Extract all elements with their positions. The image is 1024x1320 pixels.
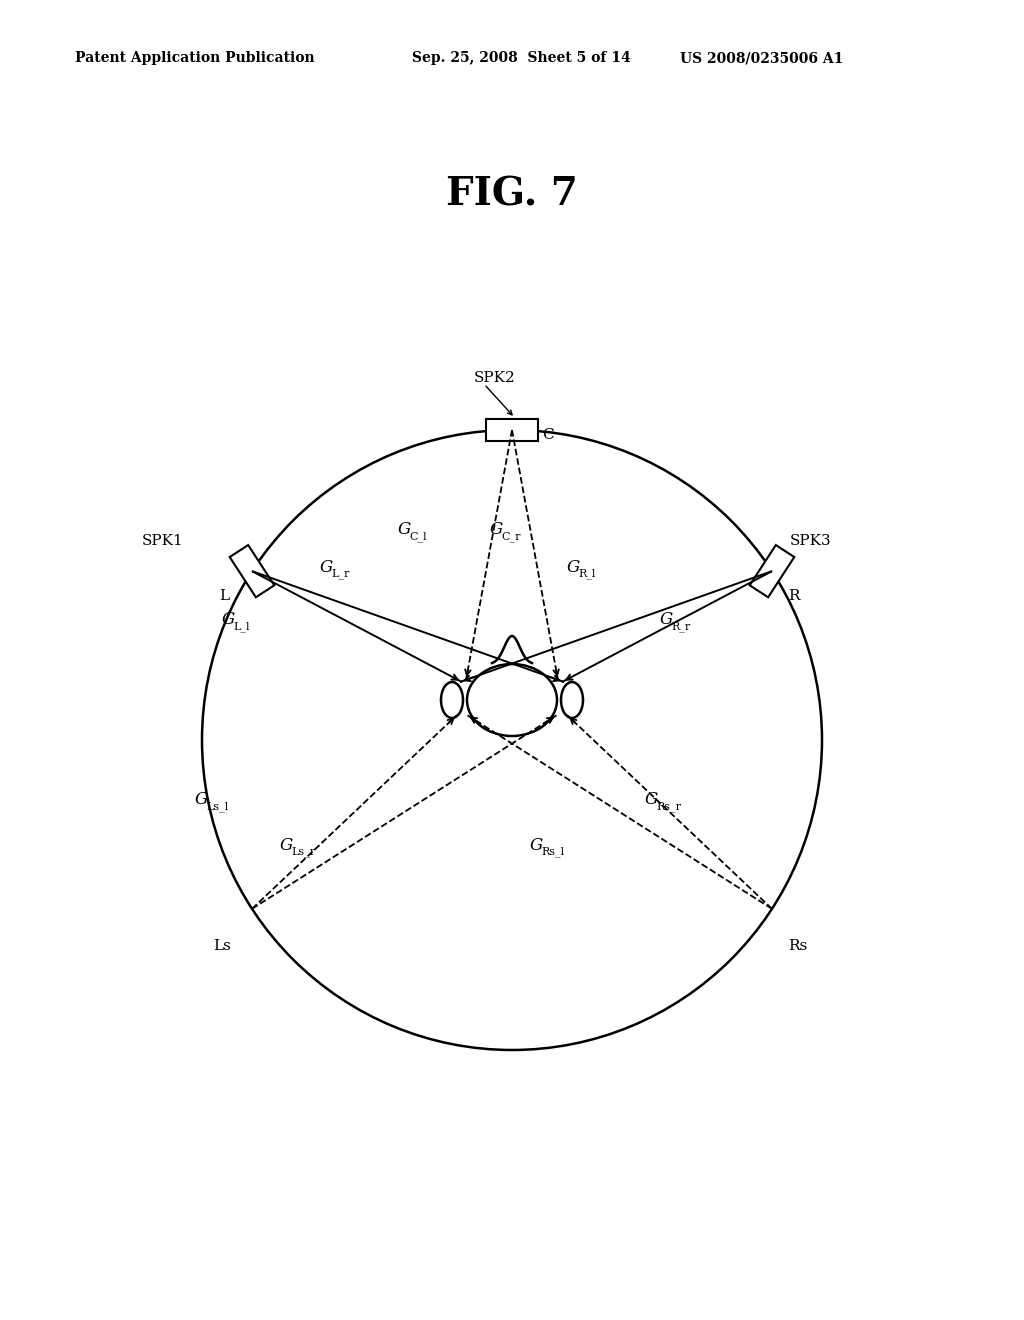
Text: Ls: Ls bbox=[213, 939, 231, 953]
Text: R_l: R_l bbox=[578, 569, 595, 579]
Text: G: G bbox=[645, 792, 658, 808]
Text: G: G bbox=[222, 611, 236, 628]
Text: G: G bbox=[567, 558, 581, 576]
Text: Ls_r: Ls_r bbox=[291, 846, 315, 858]
Text: R: R bbox=[788, 589, 800, 603]
Text: G: G bbox=[490, 521, 503, 539]
Text: Rs: Rs bbox=[788, 939, 807, 953]
Text: Ls_l: Ls_l bbox=[206, 801, 228, 812]
Text: G: G bbox=[660, 611, 673, 628]
Text: L: L bbox=[219, 589, 229, 603]
Text: G: G bbox=[195, 792, 208, 808]
Bar bbox=[229, 545, 274, 597]
Text: L_l: L_l bbox=[233, 622, 250, 632]
Text: C_l: C_l bbox=[409, 532, 427, 543]
Text: US 2008/0235006 A1: US 2008/0235006 A1 bbox=[680, 51, 844, 65]
Text: C_r: C_r bbox=[501, 532, 520, 543]
Text: G: G bbox=[398, 521, 412, 539]
Text: G: G bbox=[319, 558, 333, 576]
Text: R_r: R_r bbox=[671, 622, 690, 632]
Text: G: G bbox=[530, 837, 544, 854]
Text: Rs_l: Rs_l bbox=[541, 846, 564, 858]
Text: FIG. 7: FIG. 7 bbox=[446, 176, 578, 214]
Bar bbox=[486, 418, 538, 441]
Text: SPK1: SPK1 bbox=[142, 535, 183, 548]
Text: Sep. 25, 2008  Sheet 5 of 14: Sep. 25, 2008 Sheet 5 of 14 bbox=[412, 51, 631, 65]
Text: G: G bbox=[280, 837, 293, 854]
Text: SPK3: SPK3 bbox=[790, 535, 831, 548]
Text: C: C bbox=[542, 428, 554, 442]
Text: Patent Application Publication: Patent Application Publication bbox=[75, 51, 314, 65]
Text: SPK2: SPK2 bbox=[474, 371, 516, 385]
Text: L_r: L_r bbox=[331, 569, 349, 579]
Text: Rs_r: Rs_r bbox=[656, 801, 681, 812]
Bar bbox=[750, 545, 795, 597]
